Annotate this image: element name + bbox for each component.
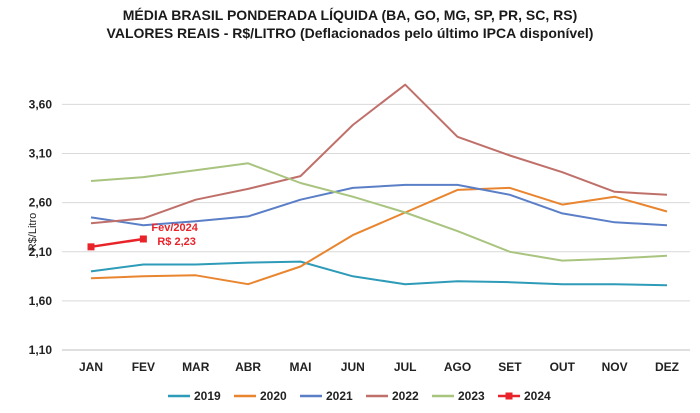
y-tick-label: 2,60 [29, 196, 53, 210]
y-tick-label: 2,10 [29, 245, 53, 259]
chart-subtitle: VALORES REAIS - R$/LITRO (Deflacionados … [106, 25, 594, 41]
legend-marker [505, 392, 513, 400]
x-tick-label: DEZ [655, 360, 679, 374]
series-line [90, 162, 668, 262]
legend-label: 2020 [260, 389, 287, 403]
series-line [90, 237, 144, 249]
y-axis-ticks: 1,10 1,60 2,10 2,60 3,10 3,60 [29, 97, 53, 357]
x-tick-label: AGO [444, 360, 471, 374]
y-tick-label: 3,60 [29, 97, 53, 111]
annotation: Fev/2024 R$ 2,23 [151, 222, 198, 248]
grid-lines [62, 103, 690, 351]
x-tick-label: SET [498, 360, 522, 374]
legend-label: 2021 [326, 389, 353, 403]
x-tick-label: NOV [602, 360, 628, 374]
x-tick-label: OUT [550, 360, 576, 374]
y-axis-label: R$/Litro [27, 213, 39, 252]
series-line [90, 186, 668, 286]
legend-label: 2023 [458, 389, 485, 403]
annotation-value: R$ 2,23 [157, 236, 196, 248]
x-tick-label: JAN [79, 360, 103, 374]
x-tick-label: FEV [132, 360, 155, 374]
legend-label: 2019 [194, 389, 221, 403]
legend: 2019 2020 2021 2022 2023 2024 [168, 389, 551, 403]
annotation-label: Fev/2024 [151, 222, 198, 234]
chart-title: MÉDIA BRASIL PONDERADA LÍQUIDA (BA, GO, … [122, 7, 578, 23]
legend-label: 2022 [392, 389, 419, 403]
y-tick-label: 1,10 [29, 343, 53, 357]
x-tick-label: JUN [341, 360, 365, 374]
y-tick-label: 3,10 [29, 147, 53, 161]
series-line [90, 83, 668, 225]
x-tick-label: MAI [289, 360, 311, 374]
series-line [90, 260, 668, 287]
series-line [90, 183, 668, 227]
x-tick-label: JUL [394, 360, 417, 374]
x-axis-ticks: JAN FEV MAR ABR MAI JUN JUL AGO SET OUT NOV DEZ [79, 360, 679, 374]
y-tick-label: 1,60 [29, 294, 53, 308]
legend-label: 2024 [524, 389, 551, 403]
series-lines [87, 83, 668, 287]
data-point [87, 243, 95, 251]
x-tick-label: MAR [182, 360, 210, 374]
x-tick-label: ABR [235, 360, 261, 374]
data-point [139, 235, 147, 243]
